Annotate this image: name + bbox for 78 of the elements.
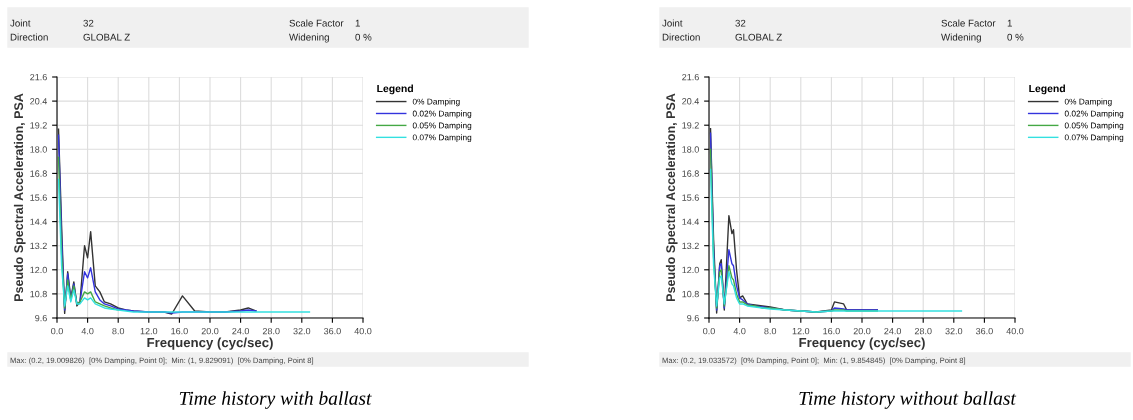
x-tick-label: 24.0 <box>232 327 250 335</box>
legend-label: 0.05% Damping <box>412 122 472 131</box>
y-tick-label: 20.4 <box>30 98 48 105</box>
y-tick-label: 14.4 <box>682 218 700 225</box>
x-tick-label: 0.0 <box>51 327 63 335</box>
x-tick-label: 40.0 <box>354 327 372 335</box>
y-tick-label: 15.6 <box>682 194 699 201</box>
y-tick-label: 10.8 <box>30 290 47 298</box>
legend-title: Legend <box>377 84 413 95</box>
text: 32 <box>83 19 94 27</box>
x-tick-label: 4.0 <box>733 327 746 335</box>
y-tick-label: 16.8 <box>682 170 699 177</box>
y-tick-label: 19.2 <box>30 122 47 129</box>
text: 0 % <box>355 33 372 41</box>
text: Widening <box>289 33 329 43</box>
y-tick-label: 21.6 <box>682 73 699 81</box>
text: Direction <box>10 33 48 41</box>
text: Joint <box>10 19 31 27</box>
x-tick-label: 16.0 <box>823 327 840 335</box>
x-tick-label: 20.0 <box>201 327 219 335</box>
line-series <box>57 178 311 313</box>
y-tick-label: 18.0 <box>30 146 47 153</box>
text: 1 <box>355 19 360 27</box>
legend-label: 0.07% Damping <box>1064 134 1124 142</box>
y-tick-label: 19.2 <box>682 122 699 129</box>
y-tick-label: 10.8 <box>682 290 699 298</box>
line-series <box>709 168 963 313</box>
y-axis-title: Pseudo Spectral Acceleration, PSA <box>13 93 26 301</box>
x-tick-label: 36.0 <box>975 327 993 335</box>
text: 0 % <box>1007 33 1024 41</box>
legend-label: 0.07% Damping <box>412 134 472 142</box>
x-tick-label: 16.0 <box>171 327 188 335</box>
x-tick-label: 36.0 <box>323 327 341 335</box>
x-axis-title: Frequency (cyc/sec) <box>799 337 925 350</box>
text: Scale Factor <box>289 19 344 27</box>
x-tick-label: 8.0 <box>112 327 125 335</box>
x-tick-label: 32.0 <box>945 327 963 335</box>
x-tick-label: 8.0 <box>764 327 777 335</box>
y-tick-label: 9.6 <box>687 314 699 322</box>
text: Time history without ballast <box>799 391 1017 409</box>
text: GLOBAL Z <box>735 33 782 41</box>
legend-label: 0.05% Damping <box>1064 122 1124 131</box>
x-tick-label: 12.0 <box>140 327 158 335</box>
y-tick-label: 12.0 <box>682 266 699 274</box>
x-tick-label: 12.0 <box>792 327 810 335</box>
x-tick-label: 28.0 <box>262 327 280 335</box>
text: 1 <box>1007 19 1012 27</box>
legend-label: 0.02% Damping <box>1064 110 1124 119</box>
text: Widening <box>941 33 981 43</box>
x-tick-label: 40.0 <box>1006 327 1024 335</box>
legend-title: Legend <box>1029 84 1065 95</box>
text: Time history with ballast <box>179 391 372 409</box>
text: Joint <box>662 19 683 27</box>
legend-label: 0.02% Damping <box>412 110 472 119</box>
y-tick-label: 15.6 <box>30 194 47 201</box>
y-tick-label: 21.6 <box>30 73 47 81</box>
text: 32 <box>735 19 746 27</box>
x-tick-label: 20.0 <box>853 327 871 335</box>
y-tick-label: 13.2 <box>30 242 47 250</box>
y-tick-label: 12.0 <box>30 266 47 274</box>
x-axis-title: Frequency (cyc/sec) <box>147 337 273 350</box>
y-axis-title: Pseudo Spectral Acceleration, PSA <box>665 93 678 301</box>
x-tick-label: 24.0 <box>884 327 902 335</box>
x-tick-label: 4.0 <box>81 327 94 335</box>
legend-label: 0% Damping <box>1064 98 1112 107</box>
text: Direction <box>662 33 700 41</box>
y-tick-label: 13.2 <box>682 242 699 250</box>
y-tick-label: 16.8 <box>30 170 47 177</box>
x-tick-label: 32.0 <box>293 327 311 335</box>
legend-label: 0% Damping <box>412 98 460 107</box>
y-tick-label: 9.6 <box>35 314 47 322</box>
y-tick-label: 18.0 <box>682 146 699 153</box>
x-tick-label: 0.0 <box>703 327 715 335</box>
y-tick-label: 14.4 <box>30 218 48 225</box>
x-tick-label: 28.0 <box>914 327 932 335</box>
text: Scale Factor <box>941 19 996 27</box>
text: GLOBAL Z <box>83 33 130 41</box>
y-tick-label: 20.4 <box>682 98 700 105</box>
